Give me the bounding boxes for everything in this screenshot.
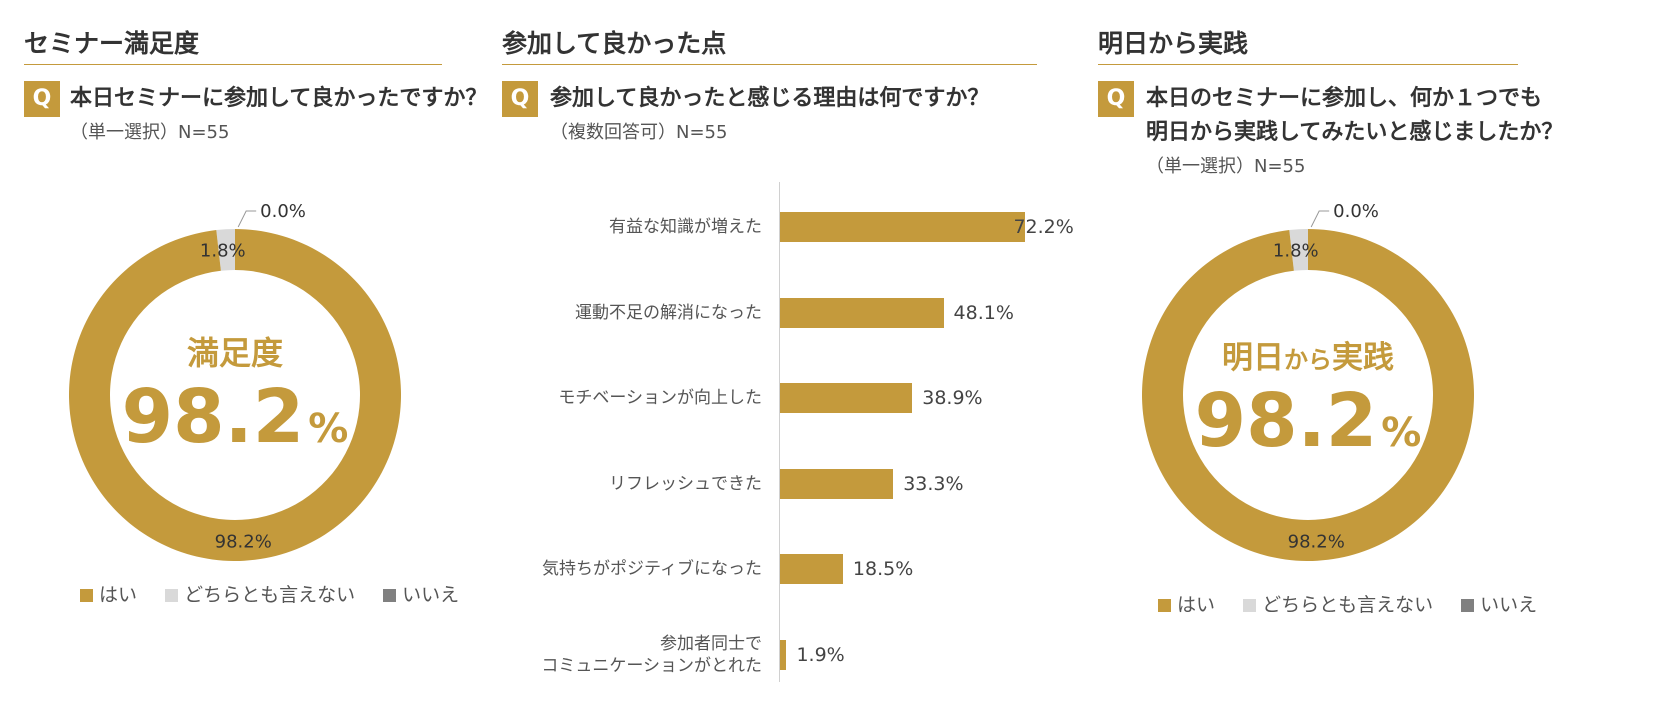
bar-value-label-1: 72.2% [1013, 216, 1074, 238]
donut-leader-line [1310, 210, 1330, 228]
center-value-unit: % [308, 406, 348, 452]
legend-swatch-yes [1158, 599, 1171, 612]
donut-chart-satisfaction: 98.2% 1.8% 0.0% 満足度 98.2% [68, 201, 401, 561]
legend-label-neutral: どちらとも言えない [1262, 594, 1434, 616]
donut-label-neutral: 1.8% [200, 241, 246, 262]
question-badge: Q [502, 81, 538, 117]
donut-chart-practice: 98.2% 1.8% 0.0% 明日から実践 98.2% [1142, 201, 1474, 561]
question-text-line-2: 明日から実践してみたいと感じましたか？ [1146, 120, 1564, 145]
question-note: （単一選択）N=55 [70, 122, 230, 143]
legend-label-no: いいえ [402, 584, 460, 606]
legend-item-yes: はい [80, 580, 137, 607]
bar-1 [780, 212, 1026, 242]
question-badge: Q [24, 81, 60, 117]
bar-category-label-1: 有益な知識が増えた [609, 217, 762, 237]
donut-segment-neutral [1289, 229, 1308, 271]
legend: はい どちらとも言えない いいえ [1158, 590, 1559, 617]
legend-item-no: いいえ [1461, 590, 1537, 617]
center-value-number: 98.2 [122, 374, 305, 460]
donut-label-yes: 98.2% [1288, 531, 1345, 552]
legend-item-neutral: どちらとも言えない [165, 580, 355, 607]
donut-segment-neutral [216, 229, 235, 271]
legend-label-yes: はい [99, 584, 138, 606]
section-title: セミナー満足度 [24, 29, 200, 58]
bar-5 [780, 554, 843, 584]
bar-value-label-2: 48.1% [953, 301, 1014, 324]
question-text: 本日セミナーに参加して良かったですか？ [70, 86, 488, 111]
center-value: 98.2% [122, 374, 349, 460]
legend-swatch-no [383, 589, 397, 602]
donut-leader-line [237, 210, 257, 228]
donut-label-no: 0.0% [260, 201, 306, 222]
bar-3 [780, 383, 913, 413]
bar-axis-line [779, 182, 780, 682]
donut-label-no: 0.0% [1333, 201, 1379, 222]
bar-4 [780, 468, 894, 499]
bar-2 [780, 297, 944, 328]
center-label-b: から [1284, 346, 1332, 374]
panel-practice: 明日から実践 Q 本日のセミナーに参加し、何か１つでも 明日から実践してみたいと… [1098, 0, 1658, 727]
section-divider [1098, 64, 1518, 65]
legend-label-no: いいえ [1480, 594, 1538, 616]
legend-swatch-neutral [165, 589, 179, 602]
center-label-a: 明日 [1222, 340, 1284, 376]
legend-label-neutral: どちらとも言えない [184, 584, 356, 606]
section-divider [502, 64, 1037, 65]
legend: はい どちらとも言えない いいえ [80, 580, 481, 607]
bar-value-label-6: 1.9% [796, 643, 845, 666]
legend-swatch-neutral [1243, 599, 1257, 612]
bar-value-label-3: 38.9% [922, 387, 983, 409]
section-title: 明日から実践 [1098, 29, 1249, 58]
legend-item-neutral: どちらとも言えない [1243, 590, 1433, 617]
legend-item-yes: はい [1158, 590, 1215, 617]
bar-category-label-4: リフレッシュできた [609, 473, 762, 494]
legend-swatch-no [1461, 599, 1475, 612]
question-badge: Q [1098, 81, 1134, 117]
center-value: 98.2% [1195, 378, 1422, 464]
center-label-c: 実践 [1332, 340, 1394, 376]
bar-category-label-3: モチベーションが向上した [558, 388, 762, 408]
panel-satisfaction: セミナー満足度 Q 本日セミナーに参加して良かったですか？ （単一選択）N=55… [24, 0, 487, 727]
donut-label-neutral: 1.8% [1273, 241, 1319, 262]
question-note: （複数回答可）N=55 [550, 122, 728, 143]
bar-value-label-4: 33.3% [903, 472, 964, 495]
section-divider [24, 64, 442, 65]
bar-chart-good-points: 有益な知識が増えた 72.2% 運動不足の解消になった 48.1% モチベーションが向上… [502, 182, 1074, 682]
legend-swatch-yes [80, 589, 93, 602]
legend-item-no: いいえ [383, 580, 459, 607]
center-label: 明日から実践 [1222, 340, 1394, 376]
center-label: 満足度 [187, 334, 283, 372]
question-text: 参加して良かったと感じる理由は何ですか？ [550, 86, 990, 111]
bar-category-label-6: 参加者同士で コミュニケーションがとれた [541, 633, 762, 676]
bar-category-label-2: 運動不足の解消になった [575, 302, 762, 323]
bar-category-label-5: 気持ちがポジティブになった [542, 559, 762, 579]
section-title: 参加して良かった点 [502, 29, 727, 58]
bar-6 [780, 639, 787, 670]
legend-label-yes: はい [1177, 594, 1216, 616]
donut-label-yes: 98.2% [215, 531, 272, 552]
question-note: （単一選択）N=55 [1146, 156, 1306, 177]
panel-good-points: 参加して良かった点 Q 参加して良かったと感じる理由は何ですか？ （複数回答可）… [502, 0, 1074, 727]
center-value-unit: % [1381, 410, 1421, 456]
center-value-number: 98.2 [1195, 378, 1378, 464]
question-text-line-1: 本日のセミナーに参加し、何か１つでも [1146, 86, 1543, 111]
bar-value-label-5: 18.5% [852, 558, 914, 580]
